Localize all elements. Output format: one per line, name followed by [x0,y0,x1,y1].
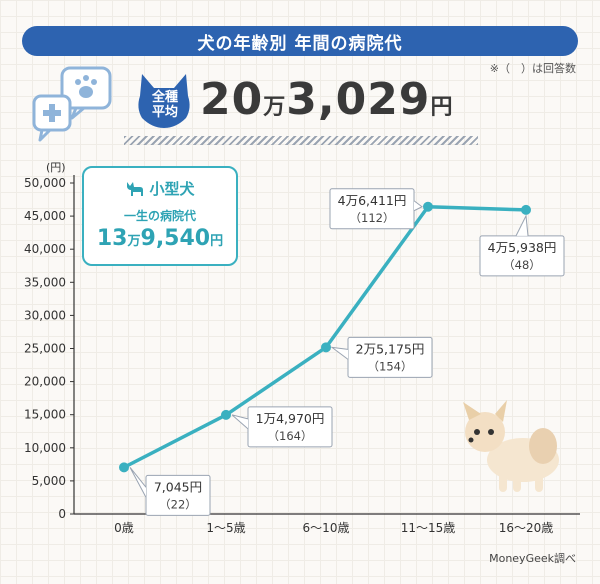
small-dog-summary: 小型犬 一生の病院代 13万9,540円 [82,166,238,266]
data-label-pointer [515,214,529,237]
data-label-pointer [413,200,423,212]
y-tick-label: 5,000 [32,474,66,488]
response-count-note: ※（ ）は回答数 [489,62,576,75]
y-tick-label: 35,000 [24,275,66,289]
y-tick-label: 20,000 [24,375,66,389]
data-label-pointer [330,346,349,360]
lifetime-rest: 9,540 [140,226,211,251]
x-tick-label: 11～15歳 [401,521,456,535]
average-value-rest: 3,029 [286,74,431,125]
chat-bubble-paw-icon [60,66,112,120]
data-label-count: （112） [350,211,395,225]
data-label-count: （164） [268,429,313,443]
data-point [119,462,129,473]
badge-line2: 平均 [151,105,178,120]
x-tick-label: 16～20歳 [499,521,554,535]
data-point [521,204,531,215]
x-tick-label: 1～5歳 [206,521,245,535]
chat-bubble-icons [32,66,112,142]
data-label-count: （154） [368,359,413,373]
data-point [221,409,231,420]
data-label-count: （48） [503,258,541,272]
lifetime-unit1: 万 [127,234,141,249]
lifetime-label: 一生の病院代 [123,209,196,223]
data-label-count: （22） [159,497,197,511]
chart-title: 犬の年齢別 年間の病院代 [22,26,578,56]
badge-line1: 全種 [151,90,178,105]
dog-head-icon [138,74,190,128]
data-label-value: 2万5,175円 [356,341,425,356]
x-tick-label: 0歳 [114,521,134,535]
average-badge: 全種 平均 [132,66,196,130]
breed-label: 小型犬 [149,180,195,198]
data-point [423,201,433,212]
decorative-stripe [124,136,478,145]
average-value: 20万3,029円 [200,74,453,125]
data-label-pointer [231,414,249,430]
y-tick-label: 50,000 [24,176,66,190]
data-label-value: 7,045円 [154,479,202,494]
average-value-main: 20 [200,74,264,125]
x-tick-label: 6～10歳 [303,521,350,535]
lifetime-unit2: 円 [210,234,224,249]
data-label-value: 4万6,411円 [338,193,407,208]
y-tick-label: 45,000 [24,209,66,223]
lifetime-value: 13万9,540円 [84,226,236,251]
data-label-pointer [129,467,147,498]
lifetime-main: 13 [96,226,128,251]
chat-bubble-plus-icon [32,94,72,142]
small-dog-icon [127,181,144,196]
y-tick-label: 10,000 [24,441,66,455]
y-tick-label: 15,000 [24,408,66,422]
y-tick-label: 30,000 [24,308,66,322]
y-tick-label: 0 [58,507,66,521]
average-value-unit2: 円 [430,95,454,120]
y-axis-unit-label: (円) [46,161,66,174]
y-tick-label: 25,000 [24,342,66,356]
source-credit: MoneyGeek調べ [489,552,576,565]
average-value-unit1: 万 [263,95,287,120]
chihuahua-illustration [463,400,559,492]
data-point [321,342,331,353]
data-label-value: 1万4,970円 [256,411,325,426]
data-label-value: 4万5,938円 [488,240,557,255]
y-tick-label: 40,000 [24,242,66,256]
